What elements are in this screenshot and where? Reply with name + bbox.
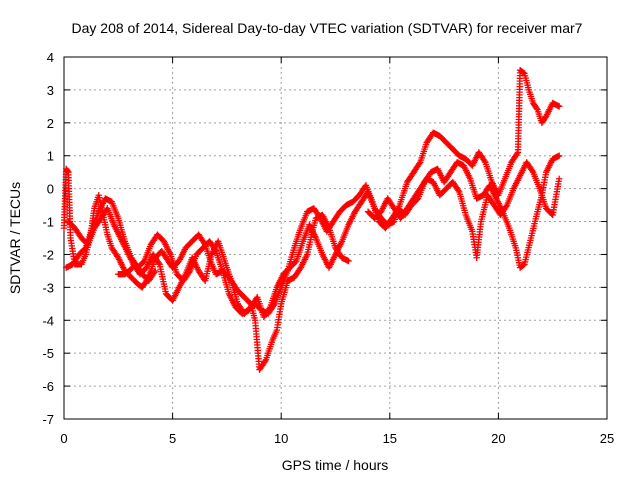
data-point <box>261 357 269 365</box>
axis-ticks: 0 5 10 15 20 25 -7 -6 -5 -4 -3 -2 -1 0 1 2 3 4 <box>42 50 614 446</box>
x-tick-label: 5 <box>169 431 176 446</box>
data-point <box>455 187 462 194</box>
y-tick-label: 2 <box>47 116 54 131</box>
x-axis-label: GPS time / hours <box>282 457 389 473</box>
data-point <box>520 261 527 269</box>
y-tick-label: 1 <box>47 149 54 164</box>
x-tick-label: 20 <box>491 431 505 446</box>
y-tick-label: -2 <box>42 247 54 262</box>
data-point <box>151 269 158 276</box>
data-point <box>513 150 521 158</box>
grid-lines <box>64 57 607 419</box>
data-point <box>556 103 563 110</box>
x-tick-label: 15 <box>383 431 397 446</box>
data-point <box>155 259 162 267</box>
x-tick-label: 0 <box>60 431 67 446</box>
y-tick-label: 0 <box>47 182 54 197</box>
y-tick-label: 3 <box>47 83 54 98</box>
data-point <box>556 175 563 182</box>
y-tick-label: -5 <box>42 346 54 361</box>
data-point <box>292 258 299 266</box>
y-tick-label: -1 <box>42 215 54 230</box>
data-point <box>345 257 352 265</box>
data-point <box>556 152 563 159</box>
data-point <box>529 167 536 174</box>
data-point <box>481 157 488 165</box>
data-points <box>60 66 563 373</box>
x-tick-label: 25 <box>600 431 614 446</box>
plot-frame <box>63 56 608 420</box>
chart-title: Day 208 of 2014, Sidereal Day-to-day VTE… <box>72 20 583 36</box>
data-point <box>152 267 159 275</box>
y-axis-label: SDTVAR / TECUs <box>7 182 23 294</box>
y-tick-label: -7 <box>42 412 54 427</box>
y-tick-label: 4 <box>47 50 54 65</box>
data-point <box>502 203 510 210</box>
data-point <box>266 305 273 312</box>
data-point <box>533 105 540 112</box>
y-tick-label: -3 <box>42 280 54 295</box>
data-point <box>81 245 88 253</box>
y-tick-label: -6 <box>42 379 54 394</box>
x-tick-label: 10 <box>274 431 288 446</box>
y-tick-label: -4 <box>42 313 54 328</box>
data-point <box>64 167 71 175</box>
data-point <box>416 160 423 167</box>
